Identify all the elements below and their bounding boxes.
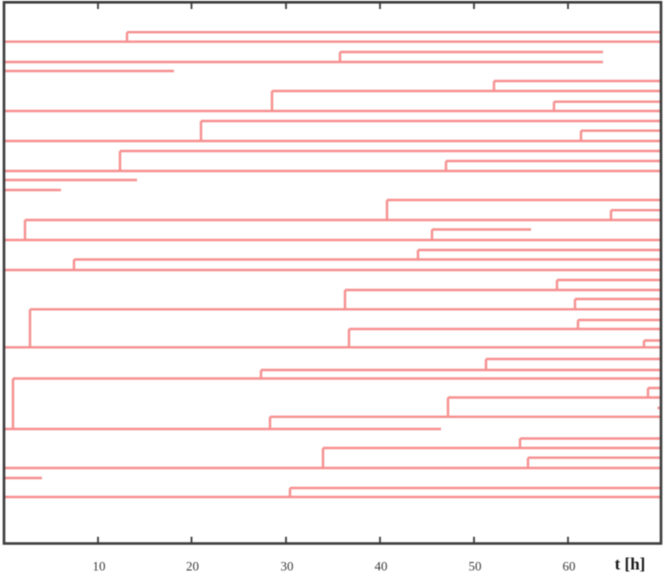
svg-text:40: 40 [375,559,388,574]
svg-text:50: 50 [469,559,482,574]
svg-text:60: 60 [563,559,576,574]
svg-text:10: 10 [93,559,106,574]
svg-text:30: 30 [281,559,294,574]
svg-text:20: 20 [186,559,199,574]
svg-text:t [h]: t [h] [615,555,646,574]
